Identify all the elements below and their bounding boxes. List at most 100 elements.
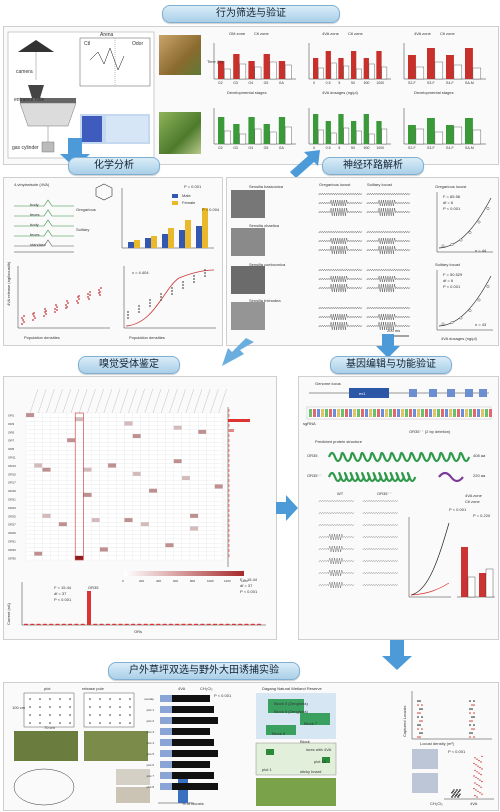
colorbar-segment [144,571,146,576]
greg-title: Gregarious locust [435,184,467,189]
heatmap-cell [83,442,92,447]
heatmap-cell [173,412,182,418]
sequence-base [409,409,412,417]
heatmap-cell [42,471,51,477]
heatmap-cell [66,446,76,451]
column-header [193,388,203,414]
scatter-point [99,294,101,296]
grid-point [99,722,101,724]
scatter-point [182,281,184,283]
heatmap-cell [116,459,125,464]
heatmap-cell [83,555,92,561]
field-xaxis: % of locusts [182,801,204,806]
trace-group-gregarious: Gregarious [76,207,96,212]
heatmap-cell [173,429,182,435]
trap-point [419,724,421,726]
grid-point [119,722,121,724]
heatmap-cell [50,442,59,447]
current-bar [168,623,173,625]
trap-point [456,793,458,795]
heatmap-cell [140,543,150,548]
scatter-point [98,289,100,291]
heatmap-cell [50,480,59,485]
grid-point [119,706,121,708]
heatmap-cell [214,463,223,468]
side-bar [228,424,230,427]
scatter-point [55,304,57,306]
heatmap-cell [58,467,68,472]
spike-trace [318,581,354,589]
heatmap-cell [165,421,174,426]
bar [465,48,473,79]
grid-point [29,714,31,716]
behavior-apparatus-diagram [7,31,155,159]
sequence-base [377,409,380,417]
heatmap-cell [157,484,166,489]
grid-point [89,706,91,708]
heatmap-cell [173,522,182,527]
spike-trace [366,268,411,272]
heatmap-cell [181,509,191,514]
photo-lure-a [116,769,150,785]
bar [254,66,262,80]
label-odor: Odor [132,41,144,47]
heatmap-cell [140,454,150,460]
bar [233,124,240,144]
heatmap-cell [132,429,141,435]
legend-female: Female [182,200,196,205]
density-xlabel: Locust density (m²) [420,741,455,746]
trap-point [419,720,421,722]
heatmap-cell [189,417,199,422]
spike-trace [362,572,398,574]
heatmap-cell [148,438,158,443]
hbar-ch2cl2 [160,750,172,757]
heatmap-cell [206,454,215,460]
heatmap-cell [124,471,133,477]
sol-title: Solitary locust [435,262,460,267]
tick-label: G5 [264,81,269,85]
heatmap-cell [124,425,133,430]
grid-point [99,714,101,716]
heatmap-cell [189,522,199,527]
group-mut: OR35⁻⁻ [377,491,392,496]
heatmap-cell [75,484,84,489]
exon-box [409,389,417,397]
trap-point [417,736,419,738]
heatmap-cell [25,492,35,498]
trace [14,219,74,227]
tick-label: GA [279,146,285,150]
side-bar [228,464,230,467]
column-header [46,388,55,414]
colorbar-segment [128,571,130,576]
heatmap-cell [66,543,76,548]
trap-point [473,716,475,718]
heatmap-cell [116,492,125,498]
heatmap-cell [75,492,84,498]
heatmap-cell [157,501,166,506]
heatmap-row-label: OR7 [8,439,15,443]
scatter-point [44,308,46,310]
heatmap-cell [83,446,92,451]
heatmap-cell [157,421,166,426]
heatmap-cell [42,534,51,540]
heatmap-cell [198,429,207,435]
bar [318,129,324,145]
current-bar [200,623,205,625]
heatmap-cell [91,555,100,561]
heatmap-cell [50,417,59,422]
trap-point [451,796,453,798]
tick-label: 50 [351,146,355,150]
trap-point [471,732,473,734]
heatmap-cell [206,446,215,451]
heatmap-cell [173,513,182,519]
exon-label: ex1 [359,391,366,396]
trap-point [454,796,456,798]
side-stat-f: F = 15.44 [240,577,258,582]
heatmap-cell [148,555,158,561]
heatmap-cell [132,463,141,468]
bar-male [145,238,151,248]
protein-helix [327,451,471,463]
scatter-point [88,298,90,300]
current-bar [162,623,167,625]
heatmap-cell [50,501,59,506]
